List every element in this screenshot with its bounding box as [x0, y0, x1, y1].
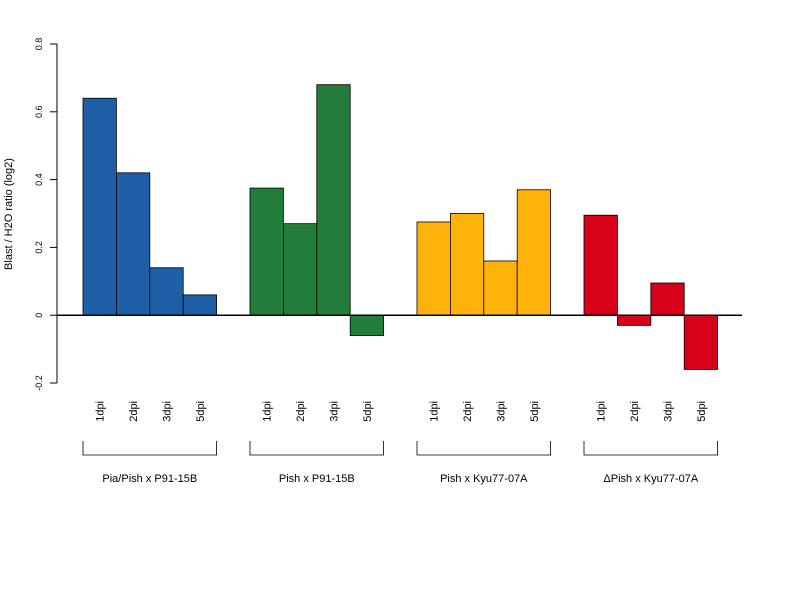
- group-label: Pish x P91-15B: [279, 473, 355, 485]
- bar: [116, 172, 151, 316]
- bar: [516, 189, 552, 316]
- bars: [82, 84, 719, 370]
- group-label: ΔPish x Kyu77-07A: [603, 473, 698, 485]
- x-tick-label: 5dpi: [195, 401, 207, 422]
- x-tick-label: 3dpi: [162, 401, 174, 422]
- x-tick-label: 1dpi: [429, 401, 441, 422]
- y-tick-label: -0.2: [34, 375, 44, 391]
- bar: [316, 84, 351, 316]
- bar: [583, 214, 618, 316]
- bar: [416, 221, 451, 316]
- x-tick-labels: 1dpi 2dpi 3dpi 5dpi 1dpi 2dpi 3dpi 5dpi 1dpi 2dpi…: [95, 401, 708, 422]
- x-tick-label: 3dpi: [496, 401, 508, 422]
- group-bracket: [249, 441, 384, 456]
- bar: [617, 314, 652, 326]
- bar: [483, 260, 518, 316]
- x-tick-label: 2dpi: [629, 401, 641, 422]
- group-label: Pia/Pish x P91-15B: [102, 473, 197, 485]
- bar: [282, 223, 318, 316]
- bar: [182, 294, 217, 316]
- y-tick-label: 0: [34, 313, 44, 318]
- bar: [249, 187, 284, 316]
- x-tick-label: 5dpi: [362, 401, 374, 422]
- x-tick-label: 1dpi: [95, 401, 107, 422]
- bar: [650, 282, 685, 316]
- bar: [82, 97, 117, 316]
- x-tick-label: 2dpi: [128, 401, 140, 422]
- bar: [683, 314, 719, 370]
- group-bracket: [416, 441, 551, 456]
- x-tick-label: 5dpi: [696, 401, 708, 422]
- y-tick-label: 0.8: [34, 38, 44, 51]
- group-label: Pish x Kyu77-07A: [440, 473, 528, 485]
- group-labels: Pia/Pish x P91-15B Pish x P91-15B Pish x K…: [82, 441, 718, 485]
- bar: [149, 267, 184, 316]
- y-axis: -0.2 0 0.2 0.4 0.6 0.8: [34, 38, 58, 391]
- x-tick-label: 5dpi: [529, 401, 541, 422]
- bar: [449, 213, 485, 316]
- x-tick-label: 3dpi: [329, 401, 341, 422]
- group-bracket: [583, 441, 718, 456]
- x-tick-label: 2dpi: [295, 401, 307, 422]
- y-tick-label: 0.2: [34, 241, 44, 254]
- x-tick-label: 2dpi: [462, 401, 474, 422]
- y-axis-label: Blast / H2O ratio (log2): [3, 158, 15, 270]
- group-bracket: [82, 441, 217, 456]
- y-tick-label: 0.4: [34, 173, 44, 186]
- y-tick-label: 0.6: [34, 106, 44, 119]
- x-tick-label: 3dpi: [663, 401, 675, 422]
- bar: [349, 314, 385, 336]
- x-tick-label: 1dpi: [262, 401, 274, 422]
- x-tick-label: 1dpi: [596, 401, 608, 422]
